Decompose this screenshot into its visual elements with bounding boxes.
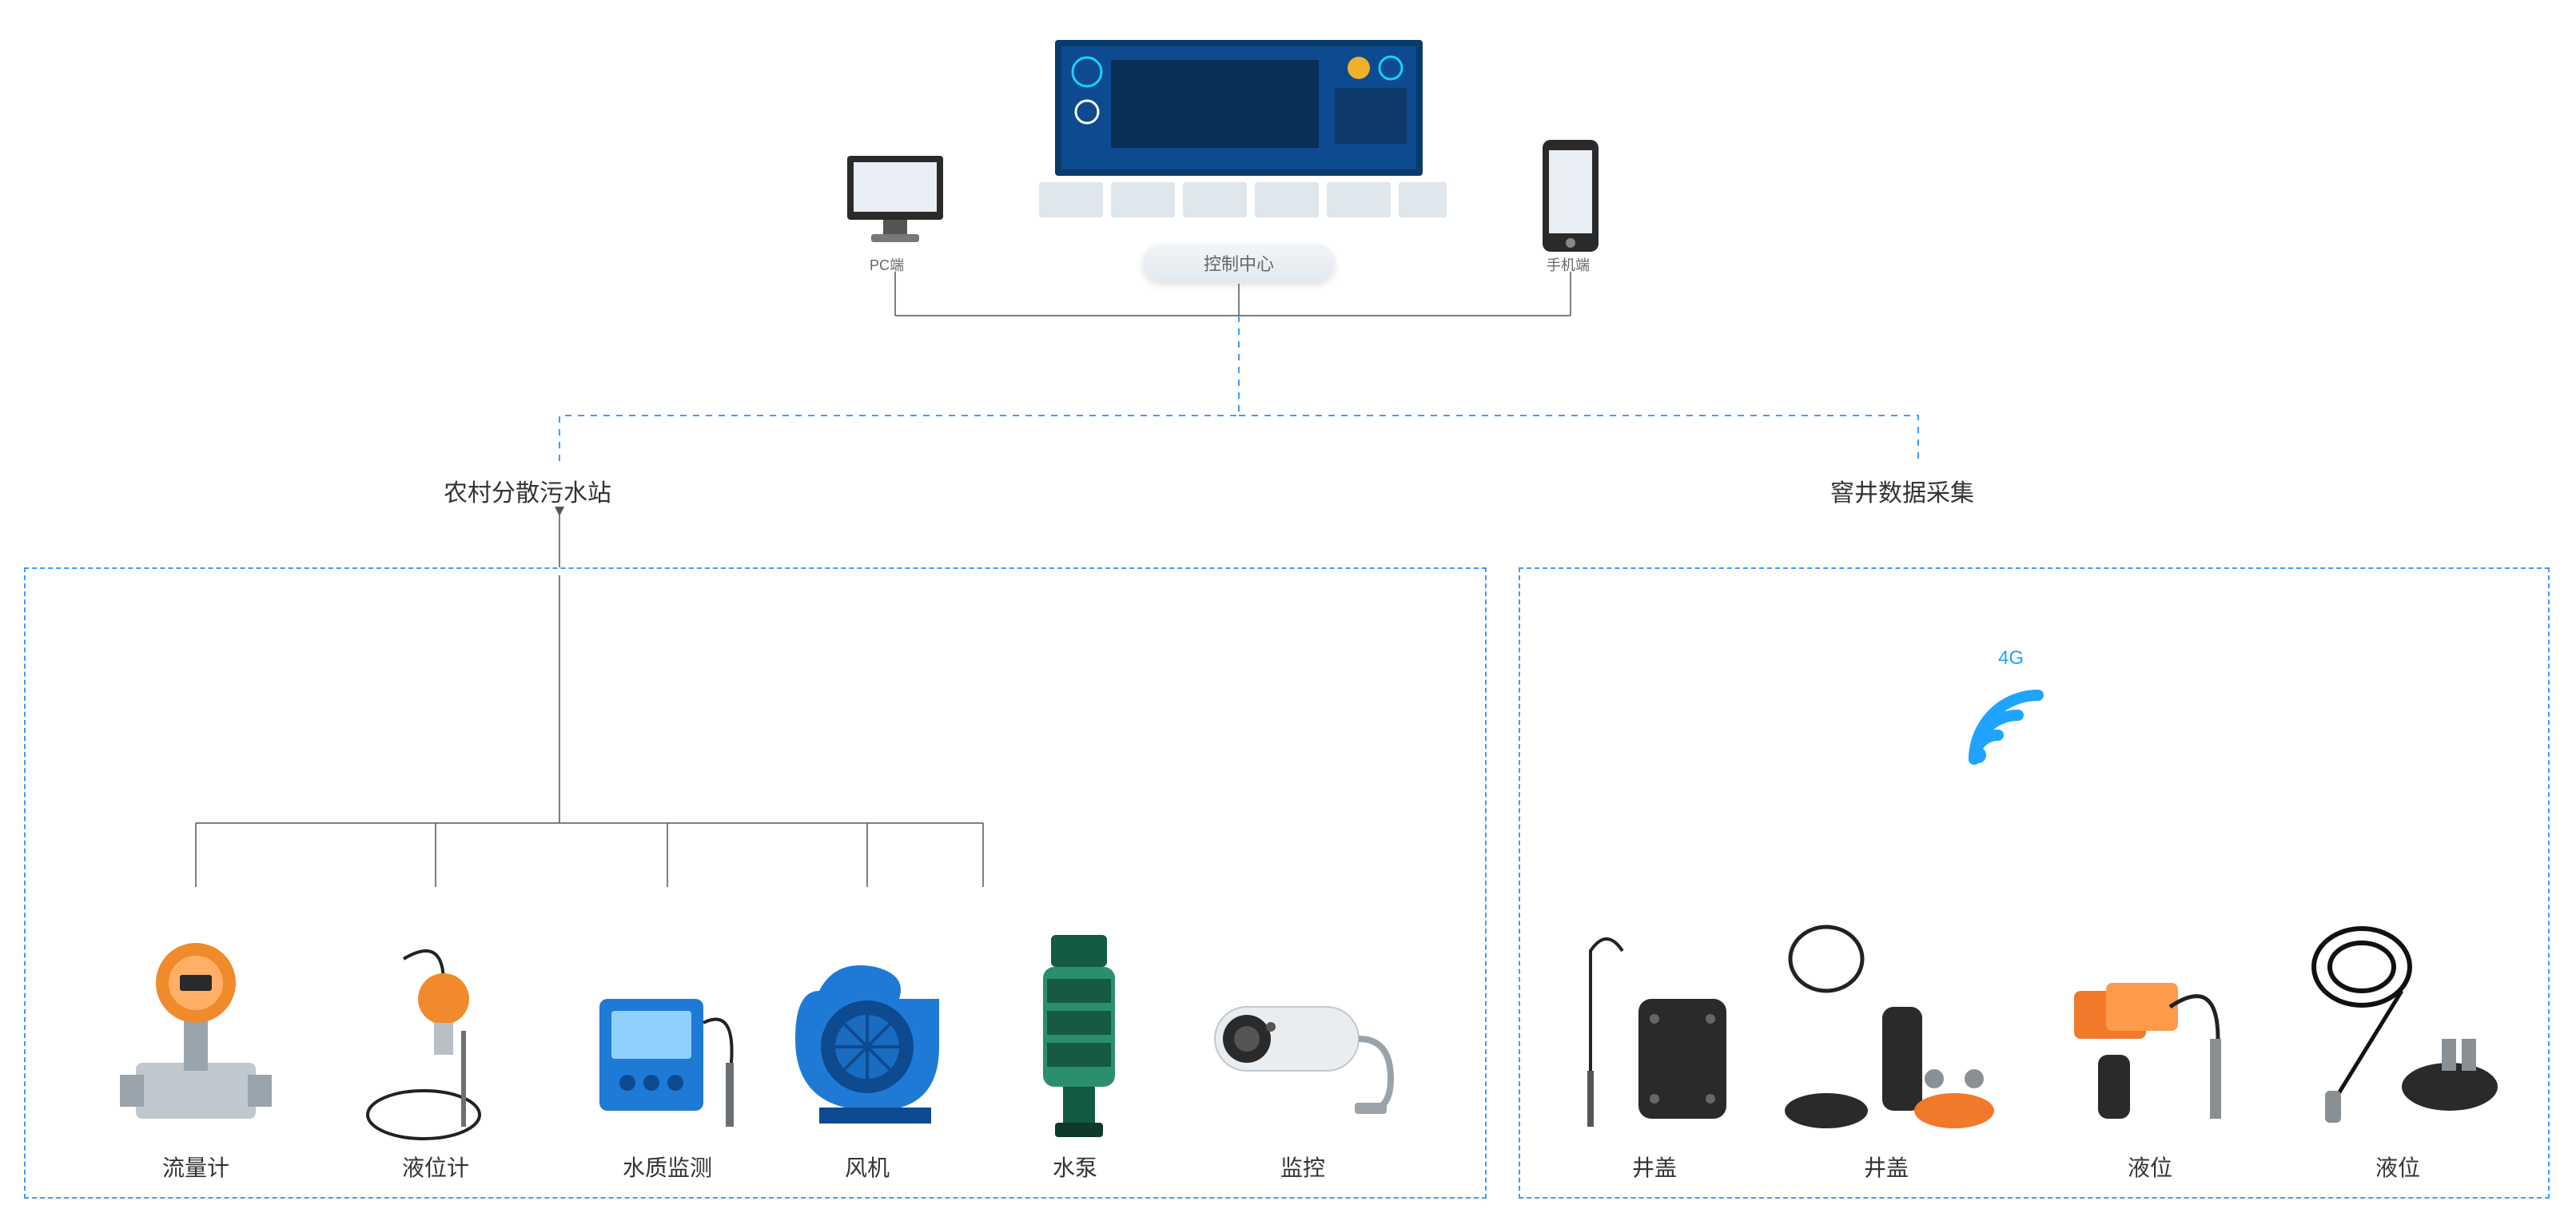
device-manhole-b: 井盖 [1766,863,2006,1183]
fan-icon [771,927,963,1151]
device-label: 液位 [2375,1151,2420,1183]
manhole-b-icon [1770,911,2002,1151]
water-quality-icon [583,927,751,1151]
device-label: 流量计 [162,1151,229,1183]
device-label: 液位计 [402,1151,469,1183]
level-gauge-icon [356,927,516,1151]
device-label: 水质监测 [623,1151,712,1183]
level-a-icon [2050,911,2250,1151]
device-label: 监控 [1280,1151,1325,1183]
manhole-a-icon [1575,911,1734,1151]
device-level-gauge: 液位计 [344,879,528,1183]
device-manhole-a: 井盖 [1567,863,1742,1183]
device-level-a: 液位 [2046,863,2254,1183]
level-b-icon [2290,911,2506,1151]
wireless-4g-label: 4G [1998,647,2024,670]
camera-icon [1191,943,1415,1151]
device-label: 液位 [2128,1151,2172,1183]
device-flowmeter: 流量计 [96,879,296,1183]
device-label: 井盖 [1632,1151,1677,1183]
device-water-quality: 水质监测 [575,879,759,1183]
device-camera: 监控 [1183,879,1423,1183]
flowmeter-icon [104,927,288,1151]
section-right-title: 窨井数据采集 [1830,473,1974,508]
pump-icon [1007,919,1143,1151]
section-left-title: 农村分散污水站 [444,473,611,508]
device-label: 风机 [845,1151,890,1183]
device-label: 水泵 [1053,1151,1097,1183]
device-label: 井盖 [1864,1151,1909,1183]
device-fan: 风机 [767,879,967,1183]
wifi-icon [1958,679,2054,775]
device-pump: 水泵 [983,879,1167,1183]
device-level-b: 液位 [2286,863,2510,1183]
